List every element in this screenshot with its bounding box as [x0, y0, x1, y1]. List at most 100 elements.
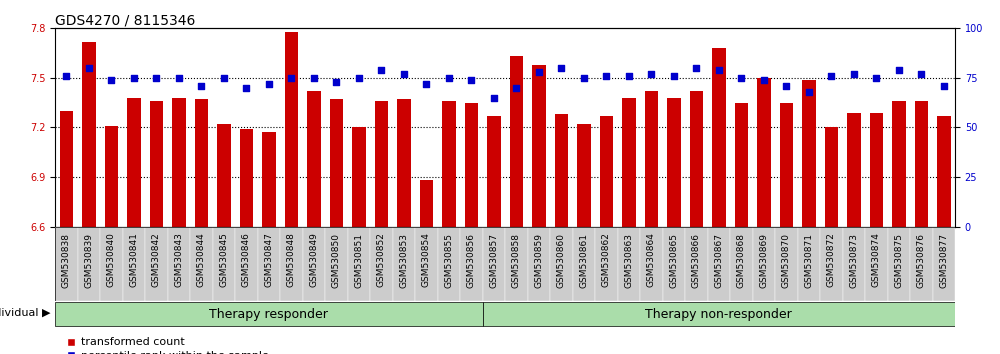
Bar — [415, 227, 438, 301]
Bar — [554, 114, 568, 227]
Point — [531, 69, 547, 75]
Bar — [442, 101, 456, 227]
Point — [733, 75, 749, 81]
Bar — [532, 65, 546, 227]
Text: GSM530876: GSM530876 — [917, 233, 926, 287]
Point — [283, 75, 299, 81]
Point — [508, 85, 524, 91]
Bar — [842, 227, 865, 301]
Point — [936, 83, 952, 88]
Bar — [217, 124, 231, 227]
Bar — [375, 101, 388, 227]
Bar — [735, 103, 748, 227]
Bar — [104, 126, 118, 227]
Text: GSM530851: GSM530851 — [354, 233, 363, 287]
Bar — [262, 132, 276, 227]
Bar — [352, 127, 366, 227]
Bar — [420, 180, 433, 227]
Bar — [505, 227, 528, 301]
Text: GSM530870: GSM530870 — [782, 233, 791, 287]
Point — [351, 75, 367, 81]
Bar — [825, 127, 838, 227]
Point — [81, 65, 97, 71]
Text: GDS4270 / 8115346: GDS4270 / 8115346 — [55, 13, 195, 27]
Bar — [712, 48, 726, 227]
Point — [486, 95, 502, 101]
Bar — [780, 103, 793, 227]
Text: GSM530849: GSM530849 — [309, 233, 318, 287]
Bar — [100, 227, 122, 301]
Legend: transformed count, percentile rank within the sample: transformed count, percentile rank withi… — [61, 333, 273, 354]
Point — [666, 73, 682, 79]
Bar — [285, 32, 298, 227]
Bar — [915, 101, 928, 227]
Bar — [870, 113, 883, 227]
Text: GSM530860: GSM530860 — [557, 233, 566, 287]
Bar — [60, 111, 73, 227]
Bar — [235, 227, 258, 301]
Point — [126, 75, 142, 81]
Text: GSM530857: GSM530857 — [489, 233, 498, 287]
Bar — [172, 98, 186, 227]
Bar — [708, 227, 730, 301]
Text: GSM530845: GSM530845 — [219, 233, 228, 287]
Point — [238, 85, 254, 91]
Text: GSM530838: GSM530838 — [62, 233, 71, 287]
Bar — [487, 116, 501, 227]
Bar — [757, 78, 771, 227]
Bar — [302, 227, 325, 301]
Bar — [307, 91, 320, 227]
Point — [261, 81, 277, 87]
Point — [801, 89, 817, 95]
Text: GSM530877: GSM530877 — [939, 233, 948, 287]
Bar — [932, 227, 955, 301]
Bar — [595, 227, 618, 301]
Text: GSM530875: GSM530875 — [894, 233, 903, 287]
Bar — [645, 91, 658, 227]
Bar — [370, 227, 392, 301]
Text: GSM530853: GSM530853 — [399, 233, 408, 287]
Bar — [145, 227, 168, 301]
Bar — [730, 227, 753, 301]
Bar — [888, 227, 910, 301]
Bar — [528, 227, 550, 301]
Bar — [662, 227, 685, 301]
Point — [58, 73, 74, 79]
Bar — [465, 103, 478, 227]
Bar — [78, 227, 100, 301]
Point — [373, 67, 389, 73]
Text: GSM530839: GSM530839 — [84, 233, 93, 287]
Point — [778, 83, 794, 88]
Text: GSM530850: GSM530850 — [332, 233, 341, 287]
Bar — [482, 227, 505, 301]
Text: GSM530862: GSM530862 — [602, 233, 611, 287]
Text: GSM530852: GSM530852 — [377, 233, 386, 287]
Text: GSM530858: GSM530858 — [512, 233, 521, 287]
Text: Therapy responder: Therapy responder — [209, 308, 328, 321]
Bar — [798, 227, 820, 301]
Bar — [325, 227, 348, 301]
Point — [193, 83, 209, 88]
Text: GSM530863: GSM530863 — [624, 233, 633, 287]
Text: GSM530855: GSM530855 — [444, 233, 453, 287]
Bar — [577, 124, 590, 227]
Bar — [510, 56, 523, 227]
Text: GSM530843: GSM530843 — [174, 233, 183, 287]
Text: GSM530865: GSM530865 — [669, 233, 678, 287]
Point — [621, 73, 637, 79]
Bar — [690, 91, 703, 227]
Bar — [865, 227, 888, 301]
Bar — [212, 227, 235, 301]
Point — [463, 77, 479, 83]
Bar — [775, 227, 798, 301]
Point — [598, 73, 614, 79]
Bar — [150, 101, 163, 227]
Point — [418, 81, 434, 87]
Bar — [937, 116, 951, 227]
Bar — [622, 98, 636, 227]
Bar — [258, 227, 280, 301]
Bar — [55, 302, 482, 326]
Bar — [618, 227, 640, 301]
Text: individual ▶: individual ▶ — [0, 308, 50, 318]
Point — [868, 75, 884, 81]
